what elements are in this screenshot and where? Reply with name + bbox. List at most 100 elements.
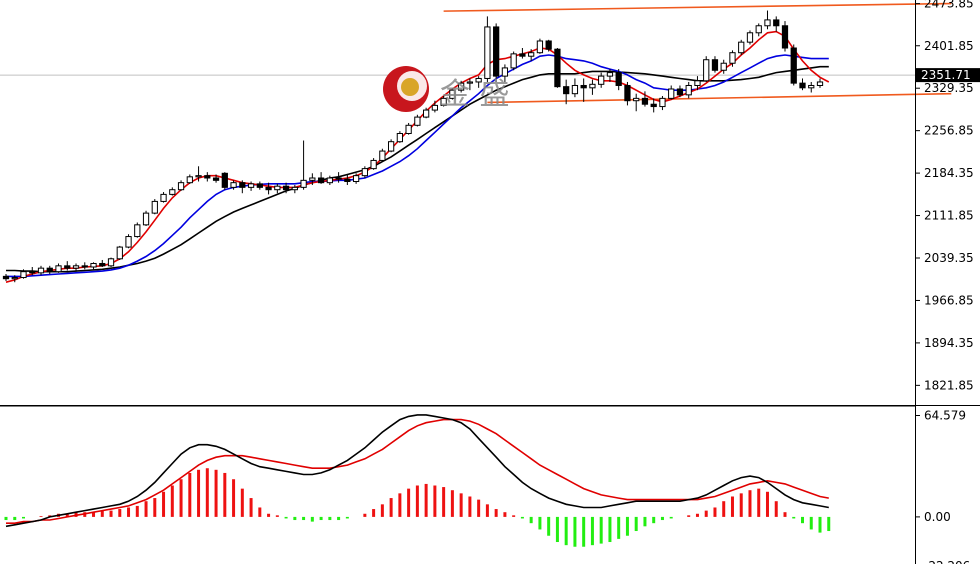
candle-body-up xyxy=(387,141,395,152)
candle xyxy=(37,265,45,276)
candle xyxy=(291,185,298,194)
candle xyxy=(668,85,675,100)
macd-panel xyxy=(4,414,831,547)
candle-body-up xyxy=(755,25,762,34)
candle-body-up xyxy=(729,52,736,64)
candle xyxy=(352,173,360,184)
candle-body-up xyxy=(177,182,185,191)
watermark-logo: 金 盛 xyxy=(383,66,510,112)
candle-body-down xyxy=(799,82,806,89)
candle-body-up xyxy=(116,246,123,260)
candle-body-up xyxy=(37,267,45,274)
logo-coin-icon xyxy=(401,78,419,96)
macd-main-line xyxy=(5,414,829,528)
candle xyxy=(11,275,18,283)
candle xyxy=(204,172,211,182)
candle-body-up xyxy=(396,132,403,143)
candle-body-up xyxy=(151,200,158,214)
candle-body-down xyxy=(711,59,719,71)
candle xyxy=(151,199,158,215)
candle-body-up xyxy=(247,183,255,188)
candle xyxy=(431,100,439,113)
candle xyxy=(134,222,141,238)
candle-body-up xyxy=(160,193,167,202)
candle xyxy=(580,78,587,102)
candle xyxy=(370,158,377,170)
candle-body-up xyxy=(379,150,386,161)
candle-body-up xyxy=(300,179,307,188)
candle xyxy=(142,210,150,227)
candle xyxy=(746,30,754,45)
candle-body-up xyxy=(125,236,132,248)
price-tick-label: 1966.85 xyxy=(924,293,974,307)
candle xyxy=(125,234,132,249)
candle-body-up xyxy=(633,97,640,102)
candle-body-up xyxy=(694,80,701,86)
candle xyxy=(755,23,762,37)
candle xyxy=(633,93,640,112)
candle xyxy=(90,262,97,270)
candle xyxy=(195,166,202,182)
candle-body-up xyxy=(466,81,474,84)
candle-body-up xyxy=(309,177,316,181)
candle-body-down xyxy=(265,186,272,191)
candle xyxy=(773,16,780,32)
candle-body-down xyxy=(204,175,211,179)
candle xyxy=(781,21,789,52)
candle-body-down xyxy=(282,185,290,191)
candle xyxy=(615,69,622,91)
candle xyxy=(361,166,368,178)
candle xyxy=(799,78,806,91)
price-tick-label: 2401.85 xyxy=(924,39,974,53)
candle-body-up xyxy=(90,262,97,268)
candle xyxy=(790,44,797,86)
candle xyxy=(2,274,10,282)
candle xyxy=(650,98,657,113)
candle xyxy=(528,49,535,61)
candle xyxy=(282,182,290,194)
price-tick-label: 2473.85 xyxy=(924,0,974,11)
price-tick-label: 2329.35 xyxy=(924,81,974,95)
candle xyxy=(239,180,246,194)
candle xyxy=(405,122,412,135)
macd-tick-label: 0.00 xyxy=(924,510,951,524)
candle xyxy=(344,174,351,186)
candle xyxy=(536,38,544,54)
candle xyxy=(598,72,605,88)
candle xyxy=(274,183,281,194)
candle xyxy=(335,172,342,183)
macd-tick-label: 64.579 xyxy=(924,409,966,423)
candle xyxy=(317,172,325,184)
candle-body-up xyxy=(142,212,150,226)
candle-body-up xyxy=(414,116,421,126)
candle xyxy=(265,182,272,195)
candle xyxy=(475,76,482,88)
candle-body-up xyxy=(746,32,754,43)
candle xyxy=(423,107,430,119)
candle-body-up xyxy=(169,189,176,195)
candle-body-up xyxy=(720,62,727,71)
candle xyxy=(177,180,185,191)
candle-body-up xyxy=(571,84,579,95)
candle xyxy=(606,69,614,82)
candle-body-down xyxy=(580,84,587,89)
candle-body-down xyxy=(99,262,106,267)
candle xyxy=(20,269,27,279)
candle-body-up xyxy=(458,82,465,91)
candle-body-up xyxy=(484,26,491,79)
candle xyxy=(414,114,421,127)
channel-upper-line xyxy=(443,2,952,12)
ma-slow-line xyxy=(6,65,829,273)
candle xyxy=(326,175,333,186)
candle xyxy=(379,148,386,162)
candle xyxy=(107,257,115,267)
candle xyxy=(160,192,167,203)
candle-body-down xyxy=(676,88,684,96)
candle-body-down xyxy=(2,275,10,280)
candle-body-up xyxy=(668,88,675,99)
candle-body-up xyxy=(195,175,202,178)
price-tick-label: 2256.85 xyxy=(924,124,974,138)
candle-body-up xyxy=(501,67,509,77)
candle xyxy=(396,131,403,143)
